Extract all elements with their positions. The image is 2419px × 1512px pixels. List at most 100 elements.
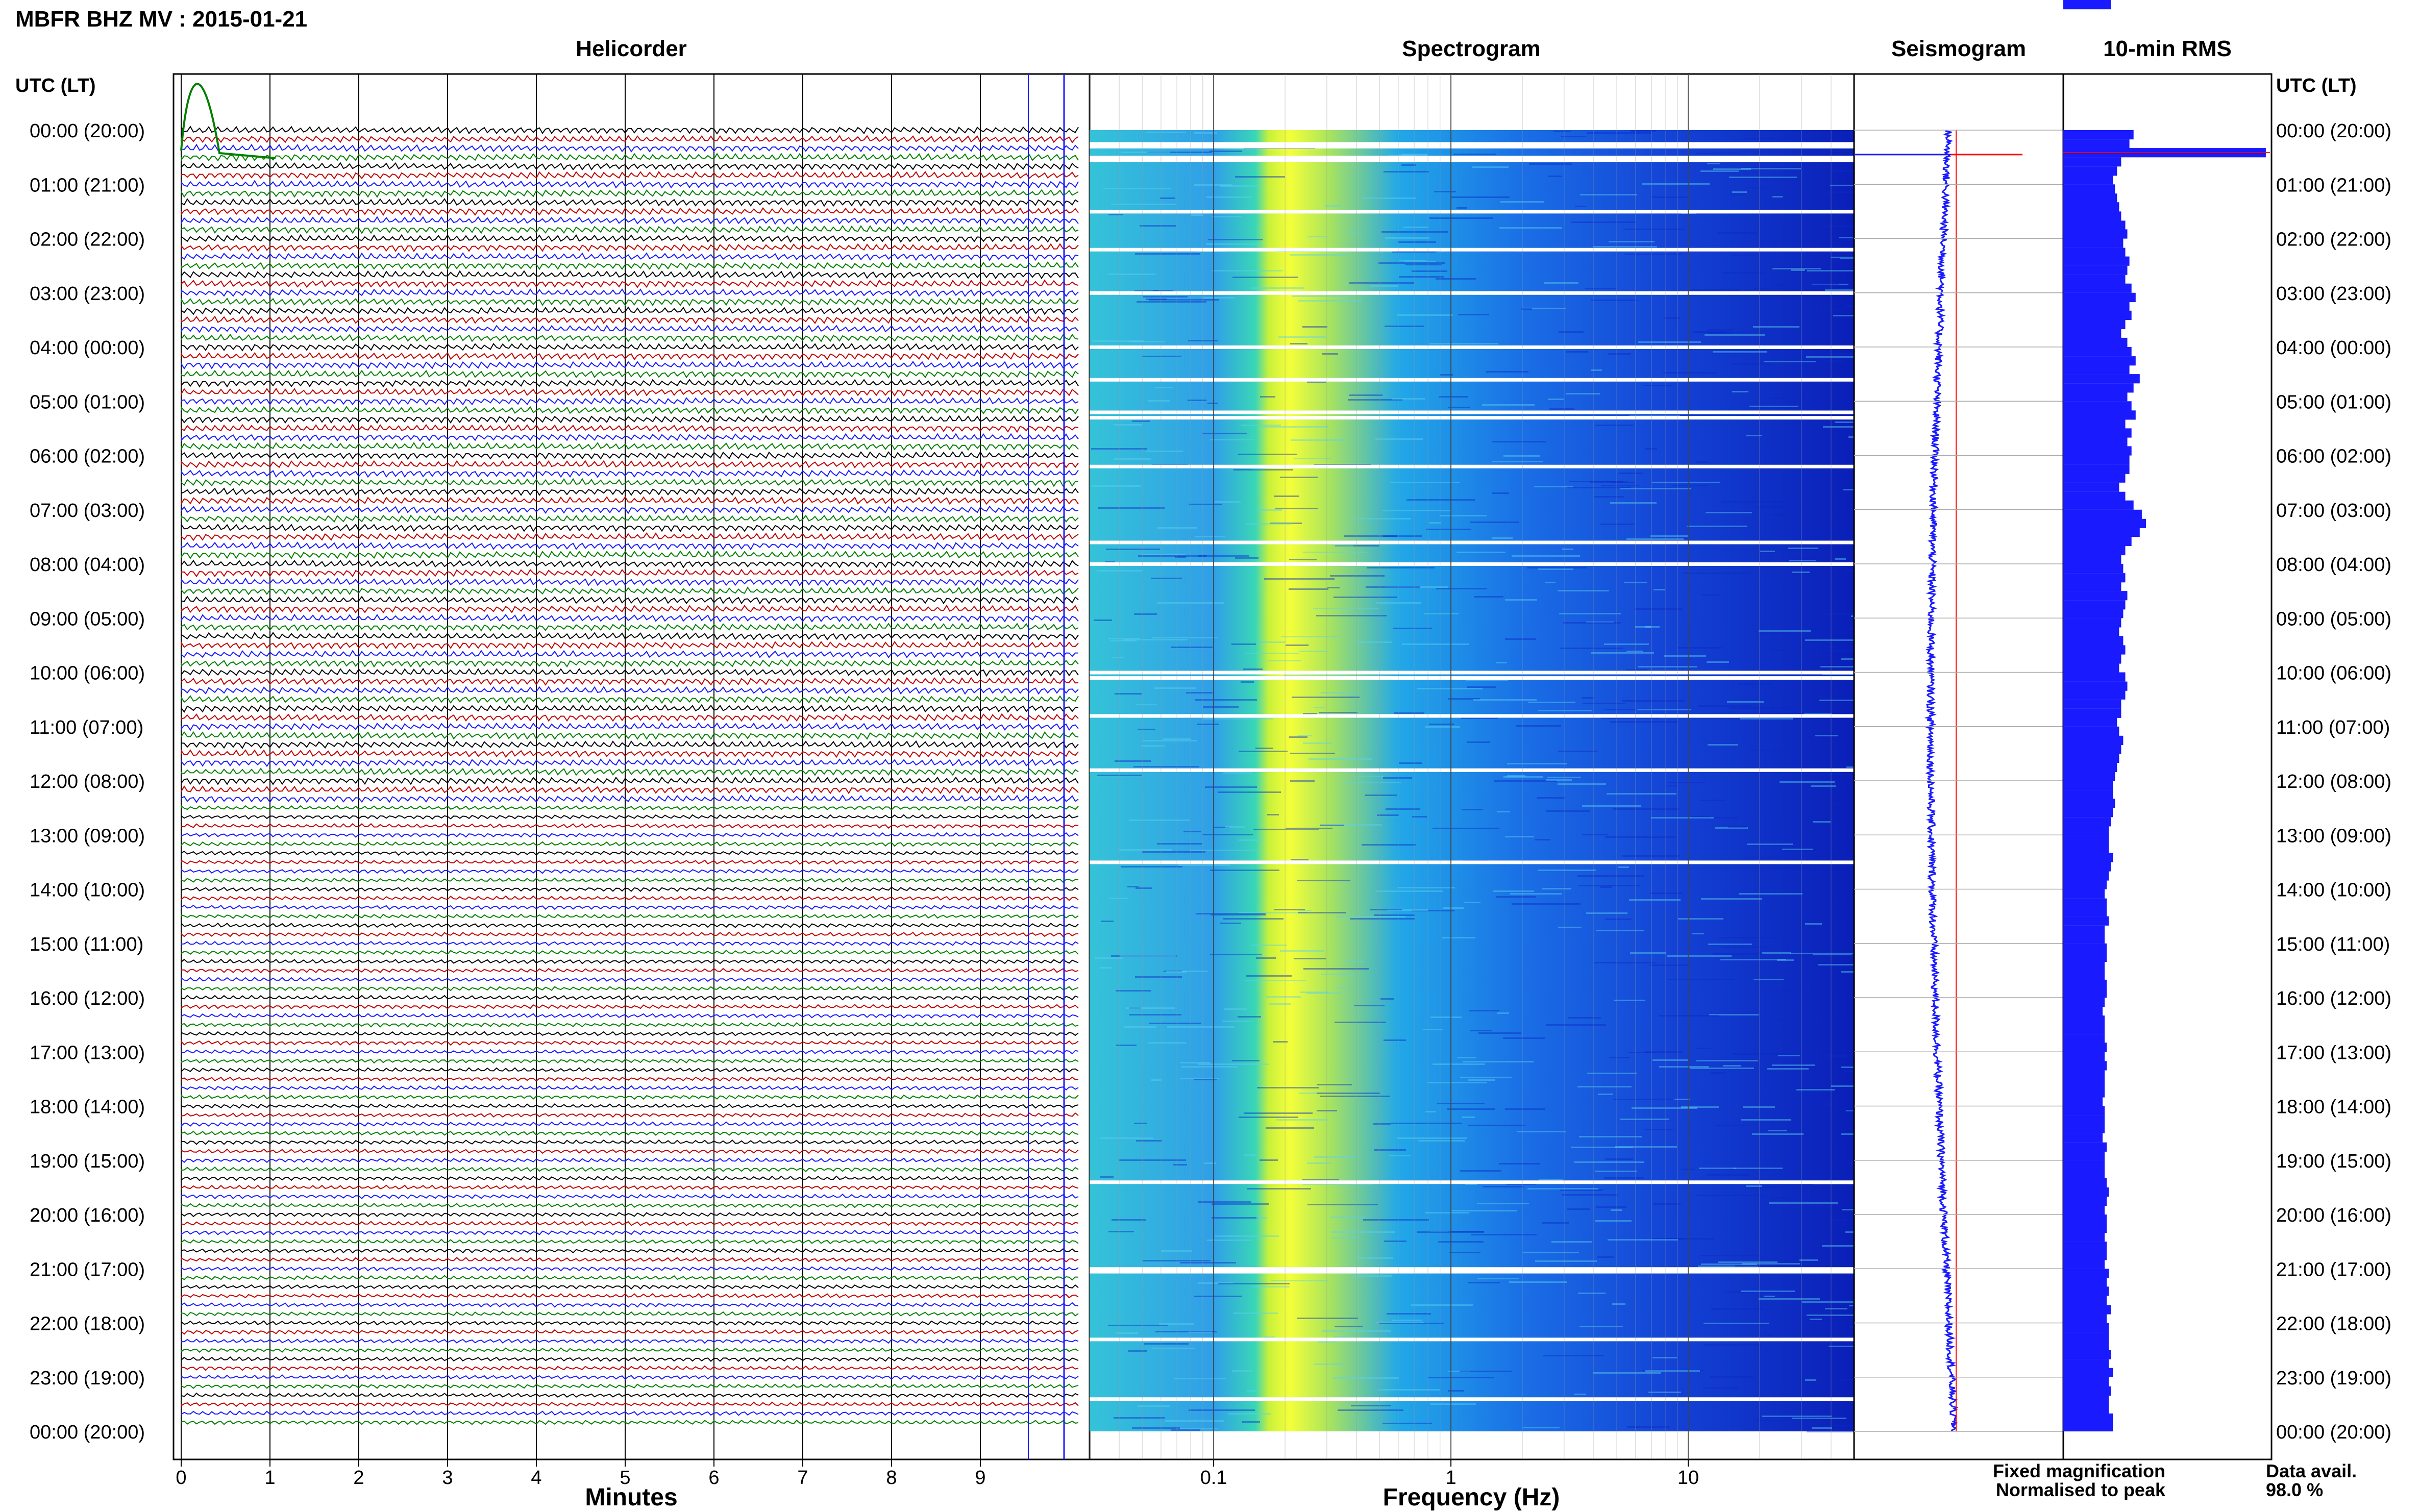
spectrogram-texture bbox=[1785, 949, 1813, 951]
time-label-left: 14:00 (10:00) bbox=[30, 880, 145, 901]
spectrogram-texture bbox=[1717, 232, 1758, 234]
helicorder-trace bbox=[181, 1094, 1079, 1100]
spectrogram-texture bbox=[1336, 987, 1348, 988]
rms-bar bbox=[2063, 726, 2119, 736]
helicorder-trace bbox=[181, 1257, 1079, 1263]
spectrogram-texture bbox=[1701, 898, 1762, 900]
spectrogram-texture bbox=[1449, 1252, 1480, 1253]
spectrogram-texture bbox=[1157, 843, 1202, 845]
rms-bar bbox=[2063, 356, 2136, 366]
spectrogram-texture bbox=[1321, 692, 1354, 693]
spectrogram-texture bbox=[1386, 808, 1420, 810]
time-label-right: 07:00 (03:00) bbox=[2276, 500, 2391, 522]
spectrogram-texture bbox=[1135, 976, 1182, 978]
spectrogram-texture bbox=[1391, 1123, 1462, 1124]
spectrogram-texture bbox=[1112, 657, 1124, 658]
rms-bar bbox=[2063, 1097, 2103, 1106]
spectrogram-texture bbox=[1659, 1015, 1719, 1017]
spectrogram-texture bbox=[1587, 1073, 1637, 1074]
rms-bar bbox=[2063, 1350, 2111, 1359]
spectrogram-texture bbox=[1140, 225, 1176, 227]
rms-bar bbox=[2063, 536, 2132, 547]
spectrogram-texture bbox=[1405, 264, 1442, 265]
time-label-right: 01:00 (21:00) bbox=[2276, 175, 2391, 196]
helicorder-trace bbox=[181, 306, 1079, 315]
spectrogram-texture bbox=[1384, 171, 1429, 172]
rms-bar bbox=[2063, 202, 2119, 212]
spectrogram-texture bbox=[1397, 314, 1453, 316]
spectrogram-texture bbox=[1232, 277, 1298, 278]
spectrogram-texture bbox=[1196, 913, 1266, 914]
spectrogram-texture bbox=[1207, 403, 1218, 404]
spectrogram-texture bbox=[1174, 1378, 1226, 1379]
spectrogram-texture bbox=[1477, 1278, 1519, 1279]
helicorder-trace bbox=[181, 1193, 1079, 1200]
spectrogram-texture bbox=[1591, 300, 1637, 301]
spectrogram-texture bbox=[1626, 538, 1684, 540]
rms-bar bbox=[2063, 302, 2130, 311]
spectrogram-texture bbox=[1828, 804, 1842, 805]
spectrogram-texture bbox=[1129, 341, 1165, 342]
spectrogram-texture bbox=[1468, 1079, 1495, 1081]
rms-bar bbox=[2063, 500, 2134, 510]
spectrogram-texture bbox=[1320, 824, 1382, 826]
spectrogram-texture bbox=[1768, 1130, 1787, 1131]
time-label-right: 21:00 (17:00) bbox=[2276, 1259, 2391, 1280]
spectrogram-texture bbox=[1483, 1186, 1524, 1187]
spectrogram-texture bbox=[1823, 226, 1854, 227]
helicorder-trace bbox=[181, 1356, 1079, 1362]
spectrogram-texture bbox=[1635, 608, 1682, 610]
spectrogram-texture bbox=[1160, 197, 1175, 199]
spectrogram-texture bbox=[1587, 132, 1651, 134]
helicorder-trace bbox=[181, 469, 1079, 478]
helicorder-trace bbox=[181, 487, 1079, 497]
spectrogram-texture bbox=[1165, 1420, 1224, 1422]
spectrogram-data-gap bbox=[1090, 410, 1854, 414]
helicorder-trace bbox=[181, 261, 1079, 270]
helicorder-trace bbox=[181, 722, 1079, 731]
spectrogram-texture bbox=[1136, 887, 1152, 889]
spectrogram-texture bbox=[1399, 762, 1422, 764]
spectrogram-texture bbox=[1298, 912, 1346, 913]
rms-bar bbox=[2063, 1386, 2111, 1396]
spectrogram-texture bbox=[1710, 1376, 1754, 1378]
helicorder-trace bbox=[181, 1238, 1079, 1245]
spectrogram-texture bbox=[1367, 567, 1435, 568]
spectrogram-texture bbox=[1645, 1370, 1700, 1372]
rms-bar bbox=[2063, 1305, 2111, 1315]
rms-bar bbox=[2063, 374, 2140, 384]
spectrogram-data-gap bbox=[1090, 345, 1854, 349]
rms-title: 10-min RMS bbox=[2103, 36, 2232, 61]
spectrogram-texture bbox=[1142, 851, 1205, 853]
spectrogram-texture bbox=[1505, 638, 1536, 640]
spectrogram-texture bbox=[1106, 549, 1160, 550]
spectrogram-texture bbox=[1615, 1146, 1677, 1148]
spectrogram-texture bbox=[1846, 766, 1854, 768]
spectrogram-texture bbox=[1223, 772, 1252, 774]
spectrogram-texture bbox=[1314, 464, 1371, 465]
spectrogram-texture bbox=[1652, 1238, 1714, 1240]
spectrogram-texture bbox=[1813, 954, 1852, 955]
spectrogram-texture bbox=[1664, 317, 1680, 319]
spectrogram-texture bbox=[1608, 1239, 1678, 1241]
spectrogram-texture bbox=[1108, 1231, 1134, 1232]
spectrogram-texture bbox=[1472, 166, 1509, 168]
spectrogram-texture bbox=[1438, 1241, 1484, 1243]
time-label-right: 18:00 (14:00) bbox=[2276, 1097, 2391, 1118]
spectrogram-texture bbox=[1574, 1394, 1586, 1395]
rms-bar bbox=[2063, 1007, 2103, 1017]
spectrogram-texture bbox=[1772, 1064, 1815, 1066]
spectrogram-texture bbox=[1465, 1183, 1477, 1185]
spectrogram-texture bbox=[1638, 341, 1701, 343]
spectrogram-texture bbox=[1792, 309, 1841, 310]
helicorder-trace bbox=[181, 1103, 1079, 1109]
time-label-right: 15:00 (11:00) bbox=[2276, 934, 2390, 955]
spectrogram-texture bbox=[1780, 781, 1835, 783]
helicorder-trace bbox=[181, 550, 1079, 560]
spectrogram-texture bbox=[1708, 944, 1752, 945]
spectrogram-texture bbox=[1457, 552, 1505, 553]
helicorder-trace bbox=[181, 415, 1079, 424]
time-label-right: 12:00 (08:00) bbox=[2276, 771, 2391, 792]
spectrogram-texture bbox=[1824, 613, 1854, 615]
spectrogram-texture bbox=[1189, 1409, 1255, 1411]
